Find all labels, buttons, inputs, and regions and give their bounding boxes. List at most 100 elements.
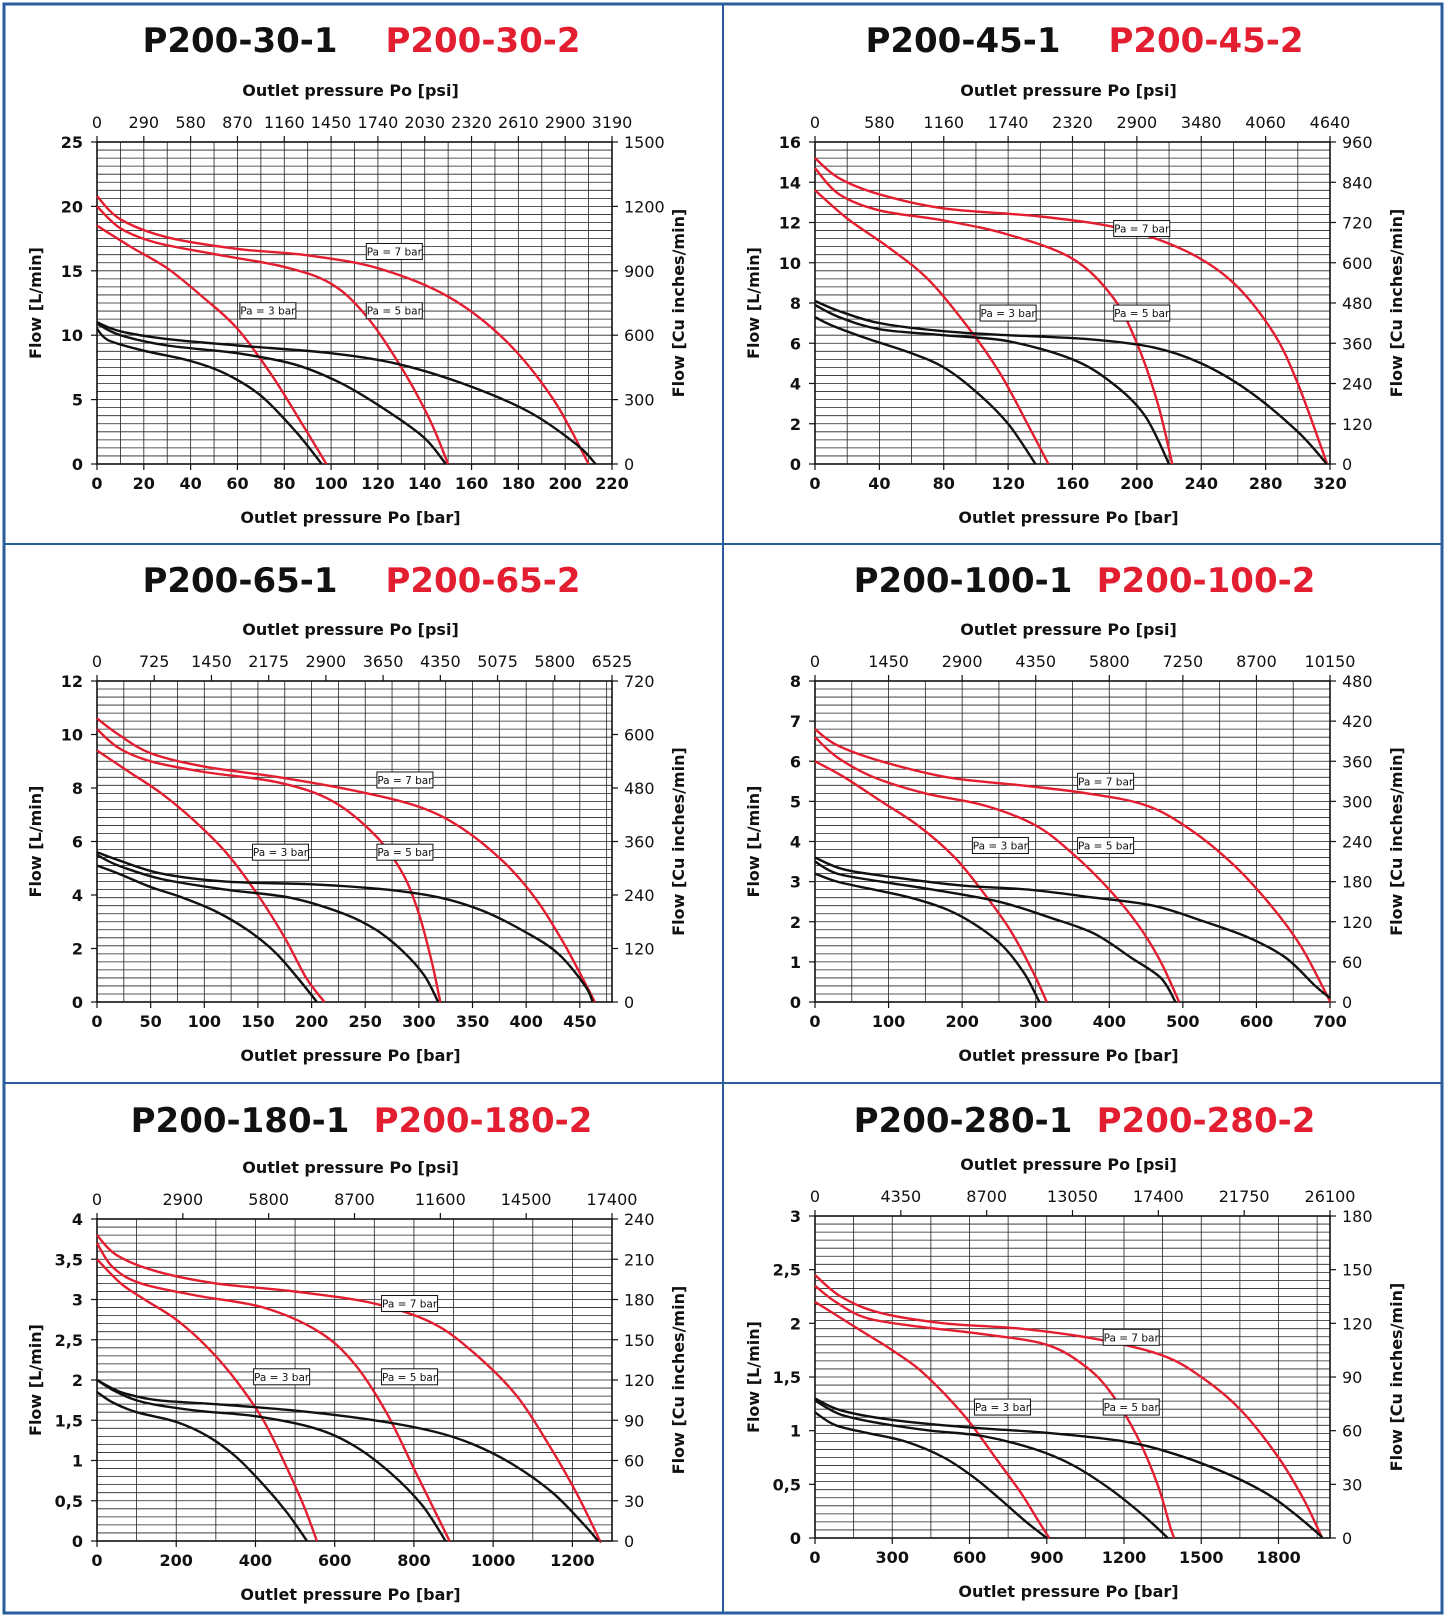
top-axis-title: Outlet pressure Po [psi] bbox=[242, 1158, 459, 1177]
psi-tick-label: 4350 bbox=[420, 652, 461, 671]
x-tick-label: 80 bbox=[273, 474, 295, 493]
x-tick-label: 0 bbox=[91, 1012, 102, 1031]
cu-tick-label: 0 bbox=[624, 1532, 634, 1551]
cu-tick-label: 0 bbox=[1342, 993, 1352, 1012]
psi-tick-label: 2610 bbox=[498, 113, 539, 132]
chart-title-red: P200-65-2 bbox=[385, 561, 580, 601]
red-curve-pa-7-bar bbox=[96, 717, 596, 1003]
pa-label-box bbox=[253, 1368, 311, 1386]
black-curve-pa-7-bar bbox=[96, 851, 594, 1003]
top-axis-title: Outlet pressure Po [psi] bbox=[960, 81, 1177, 100]
red-curve-pa-3-bar bbox=[814, 189, 1050, 465]
cu-tick-label: 0 bbox=[624, 455, 634, 474]
black-curve-pa-5-bar bbox=[814, 1399, 1169, 1539]
y-tick-label: 1,5 bbox=[773, 1368, 801, 1387]
x-tick-label: 400 bbox=[239, 1551, 272, 1570]
y-tick-label: 2 bbox=[790, 415, 801, 434]
x-tick-label: 250 bbox=[349, 1012, 382, 1031]
x-tick-label: 600 bbox=[1240, 1012, 1273, 1031]
psi-tick-label: 2030 bbox=[404, 113, 445, 132]
cu-tick-label: 90 bbox=[624, 1411, 644, 1430]
red-curve-pa-7-bar bbox=[814, 728, 1332, 1003]
psi-tick-label: 14500 bbox=[501, 1190, 552, 1209]
x-tick-label: 400 bbox=[1093, 1012, 1126, 1031]
y-tick-label: 0 bbox=[790, 455, 801, 474]
cu-tick-label: 900 bbox=[624, 262, 655, 281]
psi-tick-label: 2900 bbox=[545, 113, 586, 132]
chart-panel: P200-30-1 P200-30-2 Outlet pressure Po [ps… bbox=[26, 21, 688, 527]
psi-tick-label: 8700 bbox=[1236, 652, 1277, 671]
y-tick-label: 3 bbox=[72, 1291, 83, 1310]
x-tick-label: 700 bbox=[1313, 1012, 1346, 1031]
chart-title-red: P200-280-2 bbox=[1097, 1101, 1316, 1141]
pa-label: Pa = 3 bar bbox=[975, 1402, 1031, 1414]
x-tick-label: 60 bbox=[226, 474, 248, 493]
cu-tick-label: 30 bbox=[1342, 1475, 1362, 1494]
x-tick-label: 160 bbox=[1056, 474, 1089, 493]
right-axis-title: Flow [Cu inches/min] bbox=[1387, 1283, 1406, 1472]
cu-tick-label: 1500 bbox=[624, 133, 665, 152]
cu-tick-label: 240 bbox=[1342, 375, 1373, 394]
psi-tick-label: 5800 bbox=[248, 1190, 289, 1209]
x-tick-label: 200 bbox=[160, 1551, 193, 1570]
bottom-axis-title: Outlet pressure Po [bar] bbox=[240, 1046, 460, 1065]
y-tick-label: 1,5 bbox=[55, 1411, 83, 1430]
x-tick-label: 180 bbox=[502, 474, 535, 493]
x-tick-label: 280 bbox=[1249, 474, 1282, 493]
bottom-axis-title: Outlet pressure Po [bar] bbox=[958, 1582, 1178, 1601]
psi-tick-label: 10150 bbox=[1305, 652, 1356, 671]
x-tick-label: 0 bbox=[91, 474, 102, 493]
x-tick-label: 200 bbox=[1120, 474, 1153, 493]
x-tick-label: 1800 bbox=[1256, 1548, 1301, 1567]
y-tick-label: 12 bbox=[779, 214, 801, 233]
cu-tick-label: 360 bbox=[1342, 334, 1373, 353]
x-tick-label: 1200 bbox=[550, 1551, 595, 1570]
red-curve-pa-7-bar bbox=[96, 1234, 602, 1543]
left-axis-title: Flow [L/min] bbox=[744, 247, 763, 359]
pa-label: Pa = 5 bar bbox=[1078, 841, 1134, 853]
y-tick-label: 3,5 bbox=[55, 1250, 83, 1269]
cu-tick-label: 720 bbox=[624, 672, 655, 691]
y-tick-label: 2 bbox=[790, 913, 801, 932]
x-tick-label: 40 bbox=[868, 474, 890, 493]
y-tick-label: 4 bbox=[72, 1210, 83, 1229]
cu-tick-label: 60 bbox=[624, 1452, 644, 1471]
cu-tick-label: 480 bbox=[1342, 672, 1373, 691]
right-axis-title: Flow [Cu inches/min] bbox=[1387, 747, 1406, 936]
red-curve-pa-7-bar bbox=[814, 1274, 1324, 1539]
psi-tick-label: 2175 bbox=[248, 652, 289, 671]
y-tick-label: 2,5 bbox=[55, 1331, 83, 1350]
y-tick-label: 14 bbox=[779, 173, 801, 192]
black-curve-pa-5-bar bbox=[96, 853, 440, 1003]
pa-label-box bbox=[365, 302, 423, 320]
x-tick-label: 200 bbox=[548, 474, 581, 493]
y-tick-label: 10 bbox=[61, 726, 83, 745]
y-tick-label: 2,5 bbox=[773, 1261, 801, 1280]
x-tick-label: 320 bbox=[1313, 474, 1346, 493]
y-tick-label: 25 bbox=[61, 133, 83, 152]
chart-title-black: P200-65-1 bbox=[142, 561, 337, 601]
pa-label: Pa = 5 bar bbox=[377, 847, 433, 859]
chart-panel: P200-65-1 P200-65-2 Outlet pressure Po [ps… bbox=[26, 561, 688, 1065]
psi-tick-label: 2900 bbox=[1117, 113, 1158, 132]
y-tick-label: 3 bbox=[790, 1207, 801, 1226]
psi-tick-label: 17400 bbox=[587, 1190, 638, 1209]
psi-tick-label: 5800 bbox=[534, 652, 575, 671]
y-tick-label: 10 bbox=[779, 254, 801, 273]
psi-tick-label: 4640 bbox=[1310, 113, 1351, 132]
y-tick-label: 1 bbox=[790, 953, 801, 972]
psi-tick-label: 8700 bbox=[966, 1187, 1007, 1206]
pa-label-box bbox=[381, 1368, 439, 1386]
x-tick-label: 1000 bbox=[471, 1551, 516, 1570]
black-curve-pa-3-bar bbox=[814, 316, 1037, 465]
chart-panel: P200-45-1 P200-45-2 Outlet pressure Po [ps… bbox=[744, 21, 1406, 527]
red-curve-pa-3-bar bbox=[814, 1300, 1051, 1539]
cu-tick-label: 480 bbox=[1342, 294, 1373, 313]
pa-label: Pa = 7 bar bbox=[382, 1299, 438, 1311]
x-tick-label: 0 bbox=[809, 1548, 820, 1567]
psi-tick-label: 0 bbox=[92, 652, 102, 671]
black-curve-pa-7-bar bbox=[814, 299, 1328, 465]
pa-label: Pa = 7 bar bbox=[1104, 1332, 1160, 1344]
top-axis-title: Outlet pressure Po [psi] bbox=[242, 620, 459, 639]
